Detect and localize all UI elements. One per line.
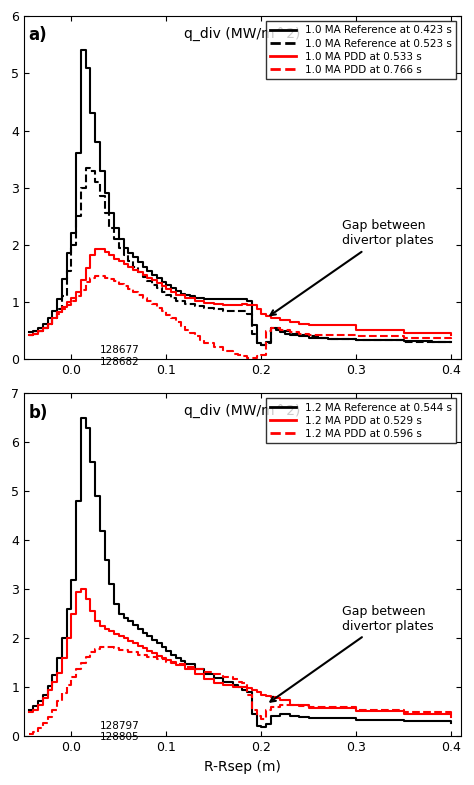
Text: q_div (MW/m^2): q_div (MW/m^2) <box>184 27 301 41</box>
Text: a): a) <box>28 27 47 45</box>
Text: b): b) <box>28 403 48 422</box>
Text: 128677
128682: 128677 128682 <box>100 345 140 367</box>
Legend: 1.2 MA Reference at 0.544 s, 1.2 MA PDD at 0.529 s, 1.2 MA PDD at 0.596 s: 1.2 MA Reference at 0.544 s, 1.2 MA PDD … <box>266 399 456 443</box>
Text: Gap between
divertor plates: Gap between divertor plates <box>270 604 434 702</box>
Text: Gap between
divertor plates: Gap between divertor plates <box>270 220 434 316</box>
Text: 128797
128805: 128797 128805 <box>100 721 140 743</box>
Text: q_div (MW/m^2): q_div (MW/m^2) <box>184 403 301 418</box>
X-axis label: R-Rsep (m): R-Rsep (m) <box>204 760 281 774</box>
Legend: 1.0 MA Reference at 0.423 s, 1.0 MA Reference at 0.523 s, 1.0 MA PDD at 0.533 s,: 1.0 MA Reference at 0.423 s, 1.0 MA Refe… <box>266 21 456 79</box>
